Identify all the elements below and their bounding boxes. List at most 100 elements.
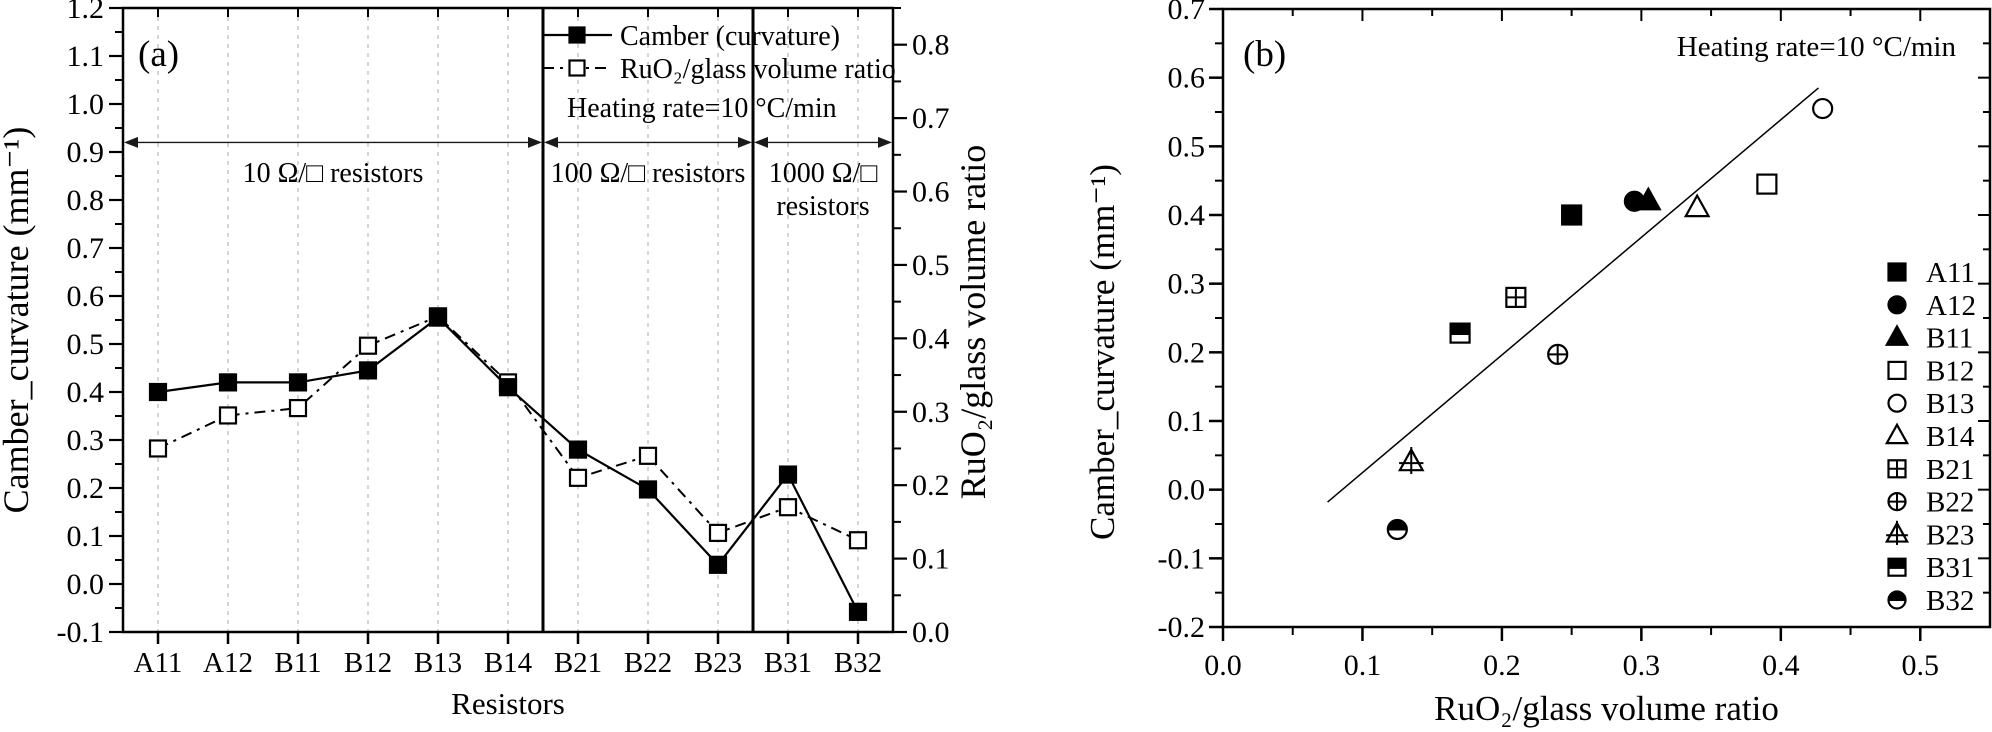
point-B22 bbox=[1547, 343, 1569, 365]
category-label: A11 bbox=[134, 647, 183, 679]
arrowhead-right bbox=[528, 136, 542, 148]
legend-marker-B22 bbox=[1887, 492, 1907, 512]
region-label: resistors bbox=[776, 191, 869, 222]
legend-marker-B31 bbox=[1887, 557, 1907, 577]
region-label: 100 Ω/□ resistors bbox=[551, 158, 746, 189]
point-A12-ratio bbox=[218, 406, 238, 425]
panel-b-frame bbox=[1221, 7, 1992, 629]
left-tick-label: -0.1 bbox=[57, 616, 105, 649]
point-B21-ratio bbox=[568, 468, 588, 487]
right-tick-label: 0.0 bbox=[912, 616, 950, 649]
legend-label-B11: B11 bbox=[1926, 323, 1973, 355]
left-tick-label: 0.1 bbox=[67, 520, 105, 553]
b-y-tick-label: 0.6 bbox=[1168, 62, 1206, 95]
point-B32-camber bbox=[848, 602, 868, 621]
right-tick-label: 0.1 bbox=[912, 543, 950, 576]
b-x-tick-label: 0.3 bbox=[1623, 649, 1661, 682]
region-label: 1000 Ω/□ bbox=[769, 158, 878, 189]
right-tick-label: 0.4 bbox=[912, 322, 950, 355]
point-B12-ratio bbox=[358, 336, 378, 355]
legend-label-B22: B22 bbox=[1926, 487, 1974, 519]
point-B23-ratio bbox=[708, 523, 728, 542]
panel-a-label: (a) bbox=[138, 34, 179, 75]
b-y-tick-label: 0.2 bbox=[1168, 336, 1206, 369]
left-tick-label: 0.8 bbox=[67, 184, 105, 217]
ratio-series-line bbox=[157, 315, 859, 542]
b-y-tick-label: -0.2 bbox=[1158, 611, 1206, 644]
arrowhead-left bbox=[754, 136, 768, 148]
category-label: B23 bbox=[694, 647, 742, 679]
left-tick-label: 0.9 bbox=[67, 136, 105, 169]
legend-label-B31: B31 bbox=[1926, 552, 1974, 584]
legend-label-B13: B13 bbox=[1926, 388, 1974, 420]
legend-label-B32: B32 bbox=[1926, 585, 1974, 617]
point-B31 bbox=[1449, 322, 1471, 344]
point-B11 bbox=[1635, 186, 1662, 211]
point-A11 bbox=[1561, 204, 1583, 226]
left-tick-label: 0.3 bbox=[67, 424, 105, 457]
point-A11-camber bbox=[148, 382, 168, 402]
left-tick-label: 1.2 bbox=[67, 0, 105, 25]
legend-label-camber: Camber (curvature) bbox=[620, 21, 840, 52]
left-tick-label: 1.0 bbox=[67, 88, 105, 121]
panel-a-xlabel: Resistors bbox=[451, 686, 565, 721]
point-B11-camber bbox=[288, 373, 308, 392]
panel-a-heating-rate: Heating rate=10 °C/min bbox=[567, 93, 837, 124]
panel-a-ylabel-left: Camber_curvature (mm⁻¹) bbox=[0, 127, 36, 514]
b-y-tick-label: 0.1 bbox=[1168, 405, 1206, 438]
point-B14-camber bbox=[498, 378, 518, 397]
legend-marker-B23 bbox=[1884, 520, 1910, 545]
legend-marker-B13 bbox=[1887, 393, 1907, 413]
panel-b: 0.0 0.1 0.2 0.3 0.4 0.5 0.7 0.6 0.5 0.4 0.3 0.2 0.1 0… bbox=[1083, 0, 1992, 728]
left-tick-label: 0.4 bbox=[67, 376, 105, 409]
point-B14 bbox=[1683, 193, 1711, 218]
point-B23 bbox=[1397, 447, 1425, 474]
point-A12-camber bbox=[218, 373, 238, 392]
legend-marker-B14 bbox=[1884, 422, 1910, 445]
left-tick-label: 0.7 bbox=[67, 232, 105, 265]
b-y-tick-label: 0.3 bbox=[1168, 268, 1206, 301]
b-y-tick-label: 0.7 bbox=[1168, 0, 1206, 26]
point-B11-ratio bbox=[288, 398, 308, 418]
right-tick-label: 0.2 bbox=[912, 469, 950, 502]
point-B13-camber bbox=[428, 308, 448, 327]
panel-a: 10 Ω/□ resistors 100 Ω/□ resistors 1000 Ω/… bbox=[0, 0, 993, 721]
b-x-tick-label: 0.4 bbox=[1762, 649, 1800, 682]
category-label: B31 bbox=[764, 647, 812, 679]
legend-marker-A11 bbox=[1887, 262, 1907, 282]
category-label: B12 bbox=[344, 647, 392, 679]
left-tick-label: 0.0 bbox=[67, 568, 105, 601]
point-A11-ratio bbox=[148, 439, 168, 458]
legend-marker-B32 bbox=[1887, 590, 1907, 610]
point-B21-camber bbox=[568, 440, 588, 459]
category-label: B13 bbox=[414, 647, 462, 679]
category-label: B14 bbox=[484, 647, 533, 679]
point-B22-ratio bbox=[638, 446, 658, 465]
legend-marker-A12 bbox=[1887, 295, 1907, 315]
b-x-tick-label: 0.1 bbox=[1344, 649, 1382, 682]
legend-marker-B12 bbox=[1887, 360, 1907, 380]
arrowhead-right bbox=[878, 136, 892, 148]
b-y-tick-label: 0.5 bbox=[1168, 130, 1206, 163]
panel-b-heating-rate: Heating rate=10 °C/min bbox=[1677, 31, 1957, 63]
panel-a-ylabel-right: RuO₂/glass volume ratio bbox=[953, 145, 993, 500]
fit-line bbox=[1327, 87, 1819, 503]
legend-marker-B11 bbox=[1884, 324, 1910, 346]
category-label: A12 bbox=[203, 647, 253, 679]
legend-label-B12: B12 bbox=[1926, 355, 1974, 387]
b-x-tick-label: 0.5 bbox=[1902, 649, 1940, 682]
legend-label-A11: A11 bbox=[1926, 257, 1975, 289]
point-B12-camber bbox=[358, 361, 378, 380]
panel-a-legend: Camber (curvature)RuO₂/glass volume rati… bbox=[543, 21, 896, 124]
panel-b-xlabel: RuO₂/glass volume ratio bbox=[1434, 689, 1779, 728]
b-x-tick-label: 0.0 bbox=[1204, 649, 1242, 682]
point-B12 bbox=[1756, 173, 1778, 195]
point-B31-ratio bbox=[778, 498, 798, 517]
arrowhead-left bbox=[544, 136, 558, 148]
panel-b-ylabel: Camber_curvature (mm⁻¹) bbox=[1083, 164, 1122, 540]
left-tick-label: 0.5 bbox=[67, 328, 105, 361]
b-y-tick-label: 0.4 bbox=[1168, 199, 1206, 232]
right-tick-label: 0.8 bbox=[912, 29, 950, 62]
